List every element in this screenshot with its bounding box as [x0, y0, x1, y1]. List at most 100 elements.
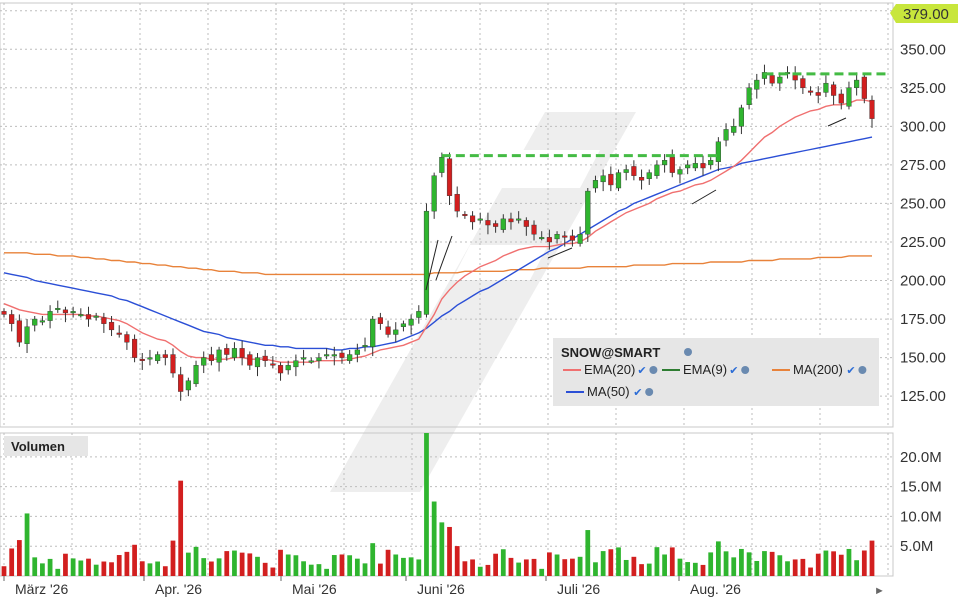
volume-bar: [354, 558, 360, 576]
volume-tick-label: 10.0M: [900, 508, 942, 525]
volume-bar: [16, 540, 22, 576]
candle-body: [585, 190, 591, 235]
current-price-badge: 379.00: [890, 4, 958, 23]
candle-body: [62, 309, 69, 314]
checkmark-icon: ✔: [846, 365, 855, 377]
candle-body: [485, 220, 491, 226]
volume-bar: [792, 559, 798, 576]
price-tick-label: 225.00: [900, 234, 946, 251]
volume-bar: [654, 547, 660, 576]
settings-gear-icon[interactable]: [684, 348, 692, 356]
volume-bar: [162, 566, 168, 576]
volume-bar: [155, 561, 161, 576]
price-tick-label: 325.00: [900, 80, 946, 97]
volume-bar: [861, 550, 867, 576]
candle-body: [316, 357, 322, 361]
candle-body: [493, 223, 499, 227]
ma50-line: [3, 136, 873, 351]
volume-bar: [9, 548, 15, 576]
volume-bar: [846, 548, 852, 576]
candle-body: [385, 326, 391, 335]
settings-gear-icon[interactable]: [741, 366, 750, 374]
volume-bar: [762, 551, 767, 576]
volume-bar: [485, 564, 491, 576]
candle-body: [654, 164, 660, 176]
price-tick-label: 300.00: [900, 118, 946, 135]
grid-lines: [0, 3, 893, 576]
volume-bar: [378, 563, 383, 576]
candle-body: [662, 160, 668, 166]
volume-bar: [201, 558, 207, 576]
volume-bar: [47, 558, 53, 576]
candle-body: [393, 329, 399, 335]
candle-body: [116, 332, 122, 335]
price-axis: 125.00 150.00 175.00 200.00 225.00 250.00 275.…: [900, 41, 946, 405]
trend-stroke: [547, 247, 573, 259]
candle-body: [646, 172, 652, 179]
candle-body: [101, 317, 107, 324]
volume-bar: [662, 554, 667, 576]
candle-body: [500, 218, 506, 230]
volume-bar: [631, 556, 637, 576]
volume-bar: [800, 558, 806, 576]
trend-stroke: [691, 189, 717, 205]
checkmark-icon: ✔: [633, 387, 642, 399]
volume-bar: [308, 564, 314, 576]
volume-bar: [746, 552, 752, 576]
volume-bar: [247, 553, 253, 576]
price-tick-label: 150.00: [900, 350, 946, 367]
candle-body: [715, 141, 721, 163]
volume-bar: [116, 555, 122, 576]
legend-label: EMA(20): [584, 362, 635, 377]
candle-body: [277, 365, 284, 374]
candle-body: [577, 234, 583, 244]
candle-body: [608, 173, 614, 186]
settings-gear-icon[interactable]: [645, 388, 654, 396]
trend-stroke: [425, 239, 439, 291]
volume-bars: [1, 433, 875, 576]
volume-bar: [40, 563, 45, 576]
scroll-right-icon[interactable]: ►: [874, 585, 885, 597]
volume-bar: [593, 562, 598, 576]
volume-bar: [516, 562, 522, 576]
candle-body: [462, 214, 468, 216]
volume-bar: [562, 559, 568, 576]
candle-body: [262, 355, 268, 361]
volume-tick-label: 15.0M: [900, 479, 942, 496]
volume-bar: [854, 560, 860, 576]
volume-bar: [331, 555, 337, 576]
settings-gear-icon[interactable]: [858, 366, 867, 374]
volume-bar: [523, 559, 529, 576]
volume-bar: [508, 557, 514, 576]
settings-gear-icon[interactable]: [649, 366, 658, 374]
volume-bar: [224, 551, 230, 576]
candle-body: [231, 348, 238, 358]
volume-tick-label: 5.0M: [900, 538, 933, 555]
candle-body: [324, 354, 330, 357]
volume-bar: [700, 564, 706, 576]
volume-bar: [739, 548, 744, 576]
candle-body: [354, 349, 360, 355]
volume-bar: [685, 562, 691, 576]
candle-body: [831, 84, 837, 96]
candle-body: [869, 99, 875, 119]
candle-body: [508, 218, 514, 223]
volume-bar: [293, 555, 299, 576]
candle-body: [516, 218, 522, 221]
volume-bar: [416, 559, 422, 576]
candle-body: [431, 175, 437, 212]
candle-body: [754, 79, 760, 90]
volume-bar: [24, 513, 30, 576]
volume-bar: [216, 558, 222, 576]
volume-bar: [585, 530, 591, 576]
volume-bar: [546, 552, 552, 576]
volume-bar: [785, 561, 790, 576]
x-tick-label: März '26: [15, 581, 68, 597]
time-axis: März '26 Apr. '26 Mai '26 Juni '26 Juli '26 A…: [3, 576, 741, 597]
candle-body: [746, 87, 752, 105]
candle-body: [1, 311, 7, 315]
volume-bar: [239, 552, 245, 576]
candle-body: [562, 235, 568, 238]
volume-bar: [93, 564, 99, 576]
volume-title: Volumen: [4, 436, 88, 456]
